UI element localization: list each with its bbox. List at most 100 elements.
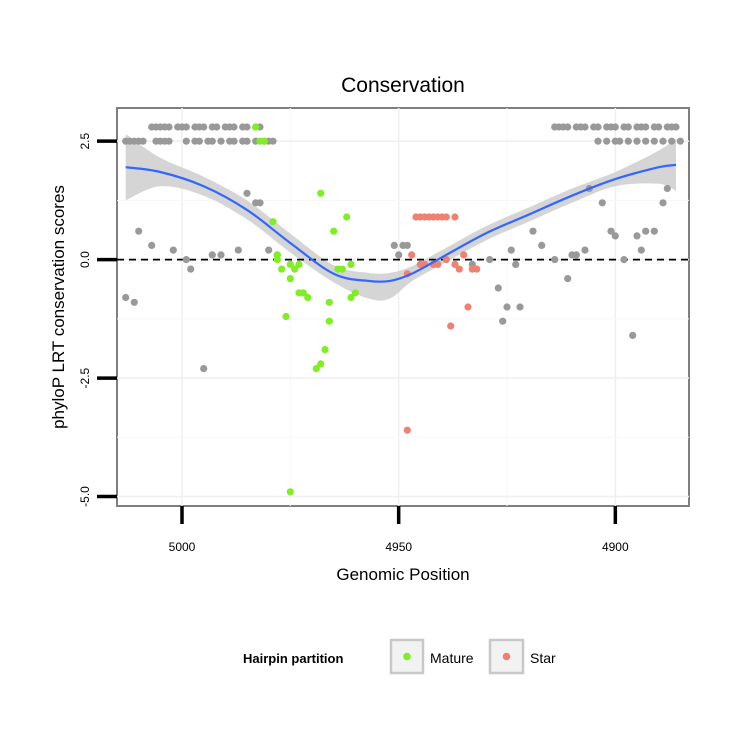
point-other (655, 123, 663, 131)
point-other (217, 251, 225, 259)
y-axis-title: phyloP LRT conservation scores (49, 185, 68, 429)
point-star (464, 303, 472, 311)
point-other (637, 246, 645, 254)
point-star (455, 265, 463, 273)
point-mature (321, 346, 329, 354)
point-other (538, 241, 546, 249)
point-other (507, 246, 515, 254)
point-other (243, 123, 251, 131)
point-other (234, 246, 242, 254)
point-mature (347, 293, 355, 302)
point-other (629, 331, 637, 339)
point-mature (291, 265, 299, 273)
legend-title: Hairpin partition (243, 651, 343, 666)
x-axis-title: Genomic Position (336, 565, 469, 584)
x-tick-label: 5000 (169, 540, 196, 554)
point-other (551, 256, 559, 264)
point-other (598, 199, 606, 207)
point-other (182, 123, 190, 131)
point-mature (330, 227, 338, 235)
point-mature (338, 265, 346, 273)
point-star (403, 426, 411, 434)
point-mature (256, 137, 264, 145)
point-other (165, 137, 173, 145)
legend-label-star: Star (530, 650, 556, 666)
point-mature (347, 260, 355, 268)
point-mature (325, 298, 333, 306)
point-other (243, 137, 251, 145)
point-other (130, 298, 138, 306)
point-other (208, 251, 216, 259)
point-other (187, 265, 195, 273)
y-tick-label: 0.0 (78, 251, 92, 268)
point-other (611, 232, 619, 240)
point-other (269, 137, 277, 145)
point-other (529, 227, 537, 235)
point-star (408, 251, 416, 259)
point-other (499, 317, 507, 325)
point-other (165, 123, 173, 131)
point-mature (299, 289, 307, 297)
legend-entry-mature: Mature (389, 638, 474, 675)
point-mature (317, 189, 325, 197)
y-axis: 2.5 0.0 -2.5 -5.0 (78, 133, 117, 507)
point-other (620, 256, 628, 264)
point-other (607, 227, 615, 235)
point-star (442, 213, 450, 221)
y-tick-label: -5.0 (78, 486, 92, 507)
point-star (451, 260, 459, 268)
legend-label-mature: Mature (430, 650, 474, 666)
legend: Hairpin partition Mature Star (243, 638, 556, 675)
point-other (395, 251, 403, 259)
point-other (642, 123, 650, 131)
point-other (135, 227, 143, 235)
data-points (122, 123, 684, 496)
point-mature (351, 289, 359, 297)
point-other (256, 199, 264, 207)
point-other (230, 137, 238, 145)
point-other (633, 137, 641, 145)
point-other (581, 123, 589, 131)
point-other (624, 137, 632, 145)
plot-panel (116, 107, 690, 507)
legend-dot-star (502, 652, 511, 661)
point-other (663, 184, 671, 193)
y-tick-label: 2.5 (78, 133, 92, 150)
point-other (650, 137, 658, 145)
point-other (676, 137, 684, 145)
point-other (572, 251, 580, 259)
point-other (650, 227, 658, 235)
point-other (486, 256, 494, 264)
point-other (182, 137, 190, 145)
point-other (243, 189, 251, 197)
point-mature (286, 275, 294, 283)
point-other (668, 137, 676, 145)
point-other (399, 241, 407, 249)
legend-dot-mature (403, 652, 411, 661)
point-mature (317, 360, 325, 368)
point-other (642, 227, 650, 235)
point-mature (273, 256, 281, 264)
point-other (594, 123, 602, 131)
point-other (200, 365, 208, 373)
point-star (473, 265, 481, 273)
point-other (616, 137, 624, 145)
point-other (208, 137, 216, 145)
point-mature (325, 317, 333, 325)
point-mature (304, 293, 312, 302)
point-other (148, 241, 156, 249)
point-other (603, 137, 611, 145)
point-star (442, 256, 450, 264)
point-other (122, 293, 130, 302)
point-other (494, 284, 502, 292)
point-other (217, 137, 225, 145)
smooth-trend-line (125, 163, 677, 283)
point-star (434, 260, 442, 268)
y-tick-label: -2.5 (78, 367, 92, 388)
point-other (200, 123, 208, 131)
point-mature (286, 260, 294, 268)
x-axis: 5000 4950 4900 (169, 506, 629, 554)
point-other (564, 123, 572, 131)
point-star (451, 213, 459, 221)
